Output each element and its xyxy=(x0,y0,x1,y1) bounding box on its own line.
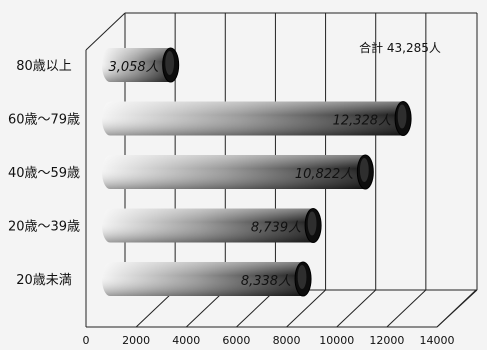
category-label: 20歳〜39歳 xyxy=(8,220,80,235)
total-annotation: 合計 43,285人 xyxy=(359,40,441,55)
x-tick-label: 4000 xyxy=(172,334,200,347)
x-tick-label: 2000 xyxy=(122,334,150,347)
bar-shading xyxy=(102,155,374,189)
x-tick-label: 14000 xyxy=(420,334,455,347)
bar: 12,328人 xyxy=(102,101,412,136)
x-tick-label: 8000 xyxy=(273,334,301,347)
bar-value-label: 12,328人 xyxy=(333,114,392,129)
category-label: 20歳未満 xyxy=(16,273,72,288)
category-label: 40歳〜59歳 xyxy=(8,166,80,181)
bar: 8,739人 xyxy=(102,208,322,243)
bar-cap-highlight xyxy=(359,158,369,182)
bar-shading xyxy=(102,262,312,296)
x-tick-label: 10000 xyxy=(319,334,354,347)
floor-gridline xyxy=(236,289,276,328)
side-wall-top xyxy=(85,12,126,51)
floor-gridline xyxy=(436,289,477,328)
floor-gridline xyxy=(185,289,226,328)
bar-cap-highlight xyxy=(165,51,175,75)
floor-gridline xyxy=(286,289,326,328)
x-tick-label: 12000 xyxy=(369,334,404,347)
bar-value-label: 8,338人 xyxy=(241,274,291,289)
bar-shading xyxy=(102,208,322,243)
bars: 3,058人 12,328人 10,822人 8,739人 8,338人 xyxy=(102,47,412,297)
bar-cap-highlight xyxy=(397,104,407,129)
bar: 10,822人 xyxy=(102,154,374,190)
bar-value-label: 10,822人 xyxy=(295,167,354,182)
x-tick-label: 0 xyxy=(83,334,90,347)
category-label: 80歳以上 xyxy=(16,59,72,74)
bar: 8,338人 xyxy=(102,261,312,297)
floor-gridline xyxy=(135,289,176,328)
bar-shading xyxy=(102,48,179,82)
bar-cap-highlight xyxy=(307,211,317,236)
x-tick-label: 6000 xyxy=(222,334,250,347)
x-axis-ticks: 0 2000 4000 6000 8000 10000 12000 14000 xyxy=(83,334,455,347)
bar-value-label: 8,739人 xyxy=(251,221,301,236)
bar-shading xyxy=(102,101,412,136)
bar-value-label: 3,058人 xyxy=(108,60,158,75)
category-labels: 80歳以上 60歳〜79歳 40歳〜59歳 20歳〜39歳 20歳未満 xyxy=(8,59,80,288)
bar: 3,058人 xyxy=(102,47,180,83)
bar-cap-highlight xyxy=(297,265,307,289)
category-label: 60歳〜79歳 xyxy=(8,113,80,128)
floor-gridline xyxy=(386,289,427,328)
floor-gridline xyxy=(336,289,377,328)
gridlines xyxy=(135,13,477,328)
